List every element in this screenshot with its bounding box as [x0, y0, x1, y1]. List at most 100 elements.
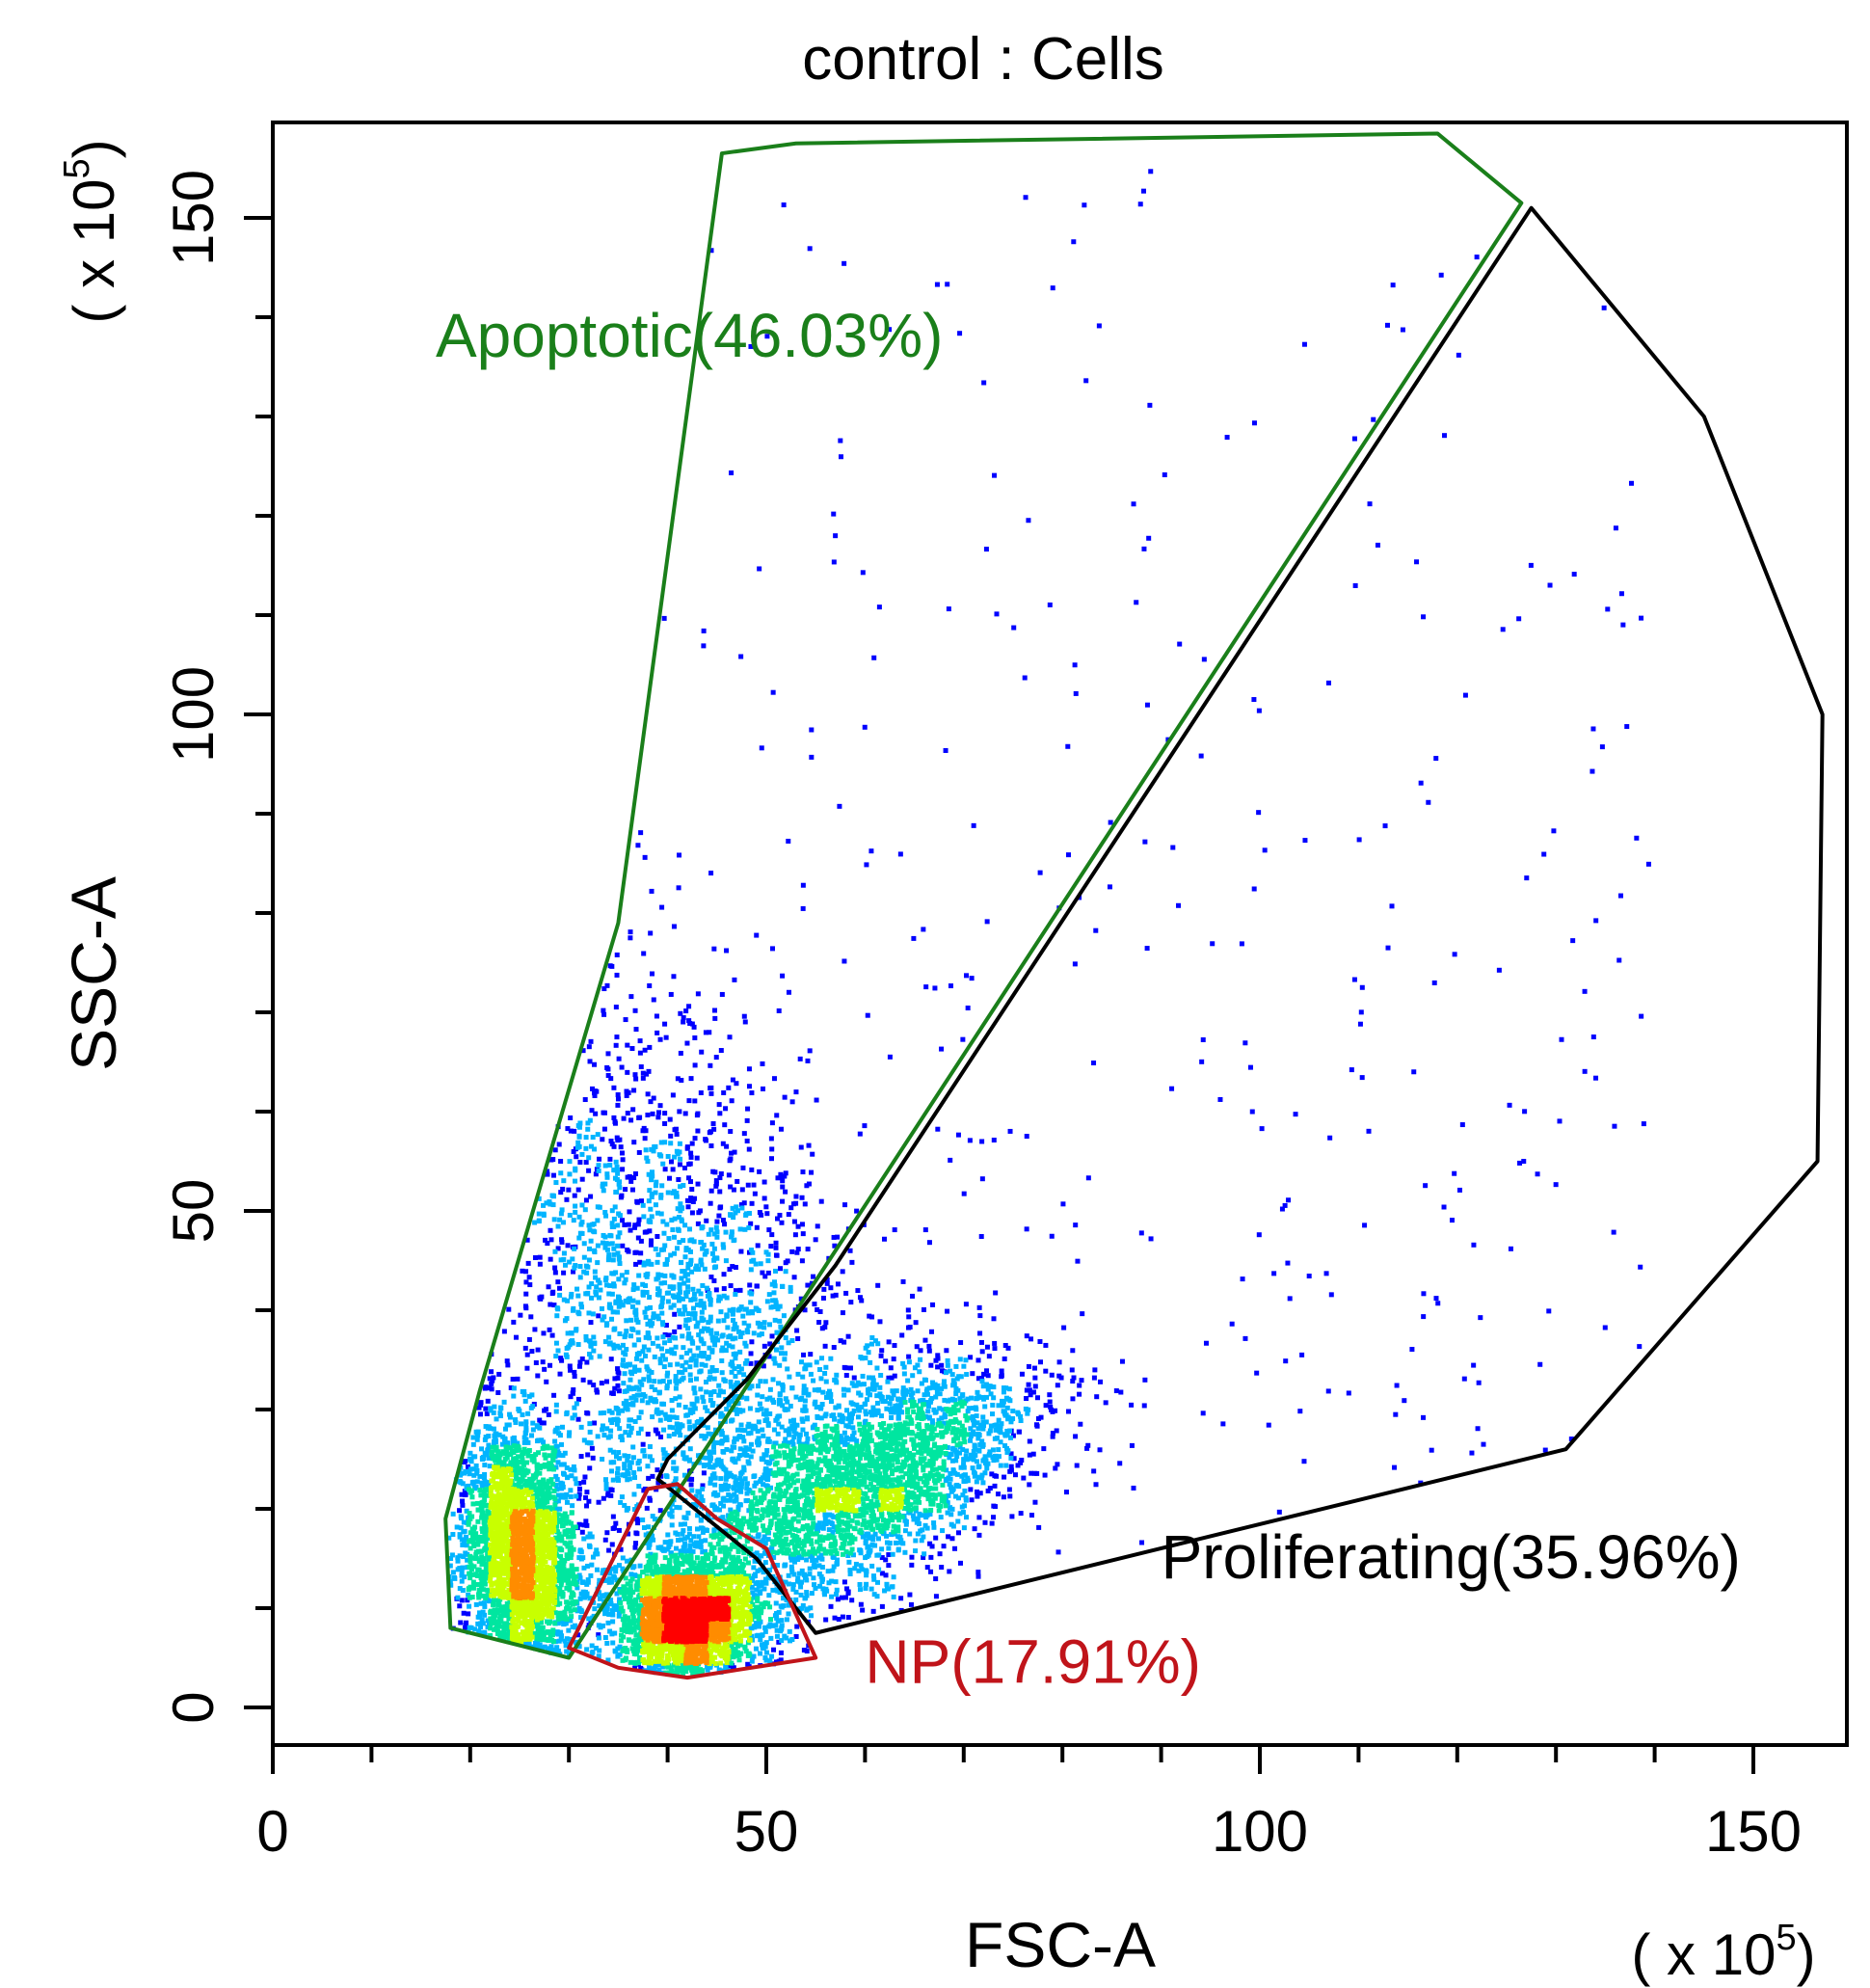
event-point [632, 1572, 638, 1578]
event-point [780, 1283, 786, 1289]
event-point [547, 1461, 552, 1466]
event-point [764, 1299, 770, 1304]
event-point [555, 1279, 561, 1285]
event-point [971, 1469, 976, 1475]
event-point [823, 1411, 829, 1417]
event-point [724, 948, 730, 954]
event-point [482, 1521, 488, 1527]
event-point [570, 1624, 575, 1629]
event-point [793, 1194, 799, 1199]
event-point [956, 1530, 962, 1536]
event-point [765, 1437, 771, 1442]
event-point [638, 1198, 644, 1204]
event-point [870, 1408, 876, 1413]
event-point [693, 1362, 699, 1368]
event-point [1481, 1441, 1486, 1447]
event-point [851, 1430, 857, 1436]
event-point [463, 1625, 468, 1630]
event-point [863, 1555, 868, 1561]
event-point [714, 1234, 720, 1240]
event-point [677, 1141, 682, 1146]
event-point [786, 838, 791, 844]
event-point [673, 1385, 679, 1391]
event-point [777, 1266, 783, 1272]
event-point [648, 1323, 654, 1329]
event-point [819, 1401, 825, 1407]
event-point [800, 905, 806, 911]
event-point [923, 984, 929, 990]
event-point [964, 1372, 970, 1378]
event-point [724, 1446, 730, 1452]
event-point [597, 1204, 602, 1210]
event-point [929, 1420, 935, 1426]
event-point [825, 1391, 831, 1397]
event-point [628, 994, 634, 1000]
event-point [948, 1157, 953, 1163]
event-point [615, 1234, 621, 1240]
event-point [573, 1263, 578, 1269]
event-point [886, 1563, 892, 1569]
event-point [605, 1073, 611, 1079]
event-point [854, 1402, 860, 1408]
event-point [708, 1458, 713, 1464]
event-point [991, 1395, 997, 1401]
event-point [1358, 1009, 1364, 1015]
event-point [866, 1350, 871, 1356]
event-point [950, 1428, 956, 1434]
event-point [586, 1257, 592, 1263]
event-point [1018, 1418, 1024, 1424]
event-point [845, 1416, 851, 1422]
event-point [595, 1218, 601, 1223]
event-point [1030, 1451, 1036, 1457]
event-point [861, 1382, 867, 1387]
event-point [547, 1466, 552, 1472]
event-point [771, 1400, 777, 1406]
event-point [723, 1348, 729, 1354]
event-point [497, 1410, 503, 1416]
event-point [688, 1257, 694, 1263]
event-point [648, 1172, 654, 1178]
event-point [765, 1574, 771, 1580]
event-point [928, 1398, 934, 1404]
event-point [678, 1422, 683, 1428]
event-point [646, 1378, 652, 1384]
event-point [636, 1466, 642, 1472]
event-point [824, 1280, 830, 1286]
event-point [700, 1486, 706, 1491]
event-point [1637, 1344, 1643, 1350]
event-point [647, 1188, 653, 1194]
event-point [459, 1491, 465, 1497]
event-point [889, 1375, 895, 1381]
event-point [842, 1537, 847, 1543]
event-point [535, 1347, 541, 1353]
event-point [954, 1453, 960, 1459]
event-point [689, 1269, 695, 1275]
event-point [907, 1510, 913, 1516]
event-point [574, 1154, 579, 1160]
event-point [695, 1513, 701, 1518]
event-point [558, 1619, 564, 1625]
event-point [631, 1224, 637, 1230]
event-point [759, 745, 764, 751]
event-point [755, 1604, 761, 1610]
event-point [860, 1607, 866, 1613]
event-point [592, 1092, 598, 1098]
event-point [734, 1477, 739, 1483]
event-point [556, 1142, 562, 1147]
event-point [740, 1165, 746, 1170]
event-point [803, 1408, 809, 1413]
event-point [630, 1402, 636, 1408]
event-point [656, 1292, 662, 1298]
event-point [715, 1542, 721, 1547]
event-point [775, 1330, 781, 1335]
event-point [521, 1392, 527, 1398]
event-point [814, 1557, 819, 1563]
event-point [712, 1427, 718, 1433]
event-point [623, 1017, 628, 1023]
event-point [841, 1386, 846, 1392]
event-point [1002, 1443, 1008, 1449]
event-point [582, 1474, 588, 1480]
event-point [679, 1537, 684, 1543]
event-point [773, 1449, 779, 1455]
event-point [558, 1211, 564, 1217]
